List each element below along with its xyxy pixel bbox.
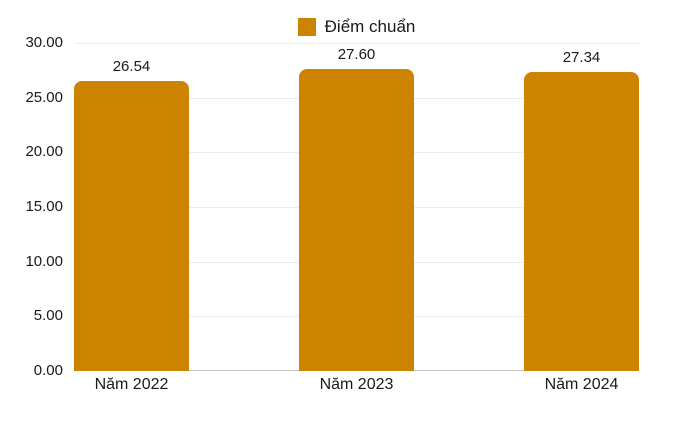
- y-tick-label: 0.00: [33, 362, 63, 379]
- gridline: [74, 43, 639, 44]
- plot-area: 26.54 Năm 2022 27.60 Năm 2023 27.34 Năm 2024: [74, 43, 639, 393]
- y-tick-label: 20.00: [25, 143, 63, 161]
- bar[interactable]: [524, 72, 639, 371]
- x-tick-label: Năm 2024: [544, 376, 619, 393]
- x-tick-label: Năm 2023: [319, 376, 394, 393]
- legend-label: Điểm chuẩn: [324, 17, 416, 36]
- y-tick-label: 15.00: [25, 198, 63, 215]
- legend-swatch: [297, 18, 316, 36]
- y-tick-label: 5.00: [33, 307, 63, 325]
- bar-value-label: 27.60: [337, 46, 376, 64]
- bar[interactable]: [299, 69, 414, 371]
- x-tick-label: Năm 2022: [94, 376, 169, 393]
- legend: Điểm chuẩn: [13, 17, 700, 37]
- y-tick-label: 10.00: [25, 252, 63, 270]
- bar[interactable]: [74, 80, 189, 371]
- legend-item[interactable]: Điểm chuẩn: [297, 17, 416, 37]
- bar-value-label: 26.54: [112, 57, 151, 75]
- bar-value-label: 27.34: [562, 49, 601, 67]
- y-tick-label: 25.00: [25, 88, 63, 106]
- y-tick-label: 30.00: [25, 34, 63, 51]
